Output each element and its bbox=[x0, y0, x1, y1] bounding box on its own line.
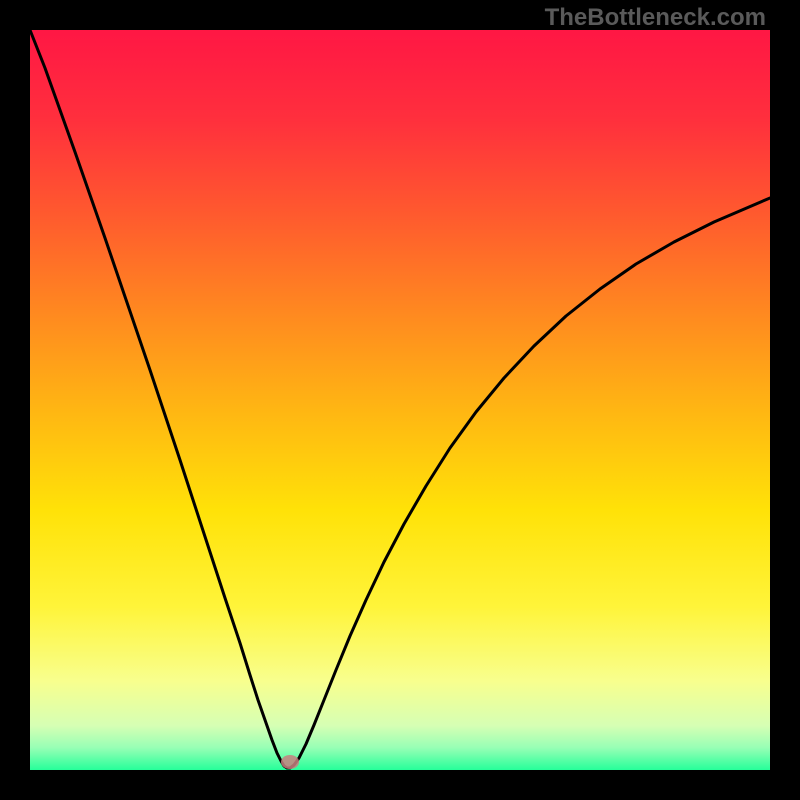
curve-layer bbox=[0, 0, 800, 800]
bottleneck-curve bbox=[30, 30, 770, 768]
optimum-marker bbox=[281, 755, 299, 769]
watermark-text: TheBottleneck.com bbox=[545, 4, 766, 32]
chart-root: TheBottleneck.com bbox=[0, 0, 800, 800]
